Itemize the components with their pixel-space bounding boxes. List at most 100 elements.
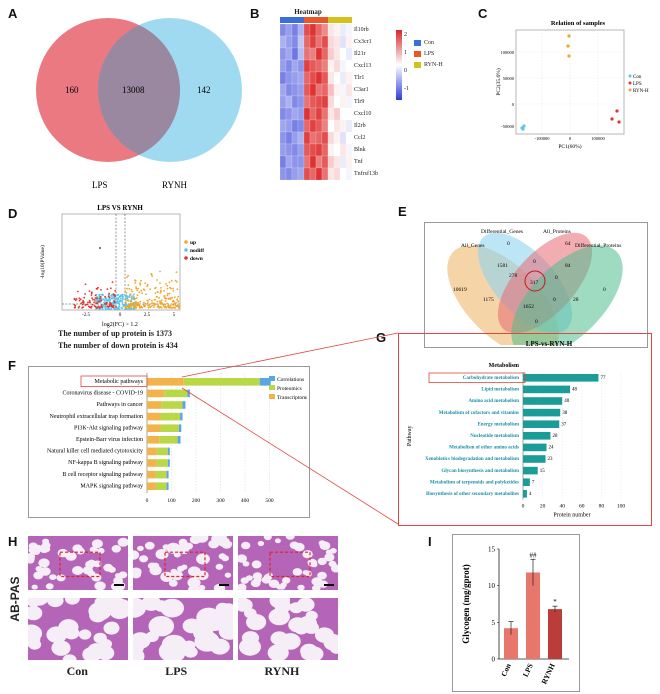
volcano-point <box>132 295 135 297</box>
heatmap-cell <box>327 131 335 145</box>
volcano-frame <box>61 213 181 311</box>
volcano-point <box>136 294 139 297</box>
kegg-g-pathway-label: Amino acid metabolism <box>468 399 519 404</box>
kegg-g-x-tick: 60 <box>579 504 585 510</box>
volcano-point <box>171 296 174 299</box>
volcano-point <box>99 247 101 249</box>
glycogen-category-label: LPS <box>521 662 535 678</box>
volcano-point <box>90 306 93 309</box>
glycogen-bar <box>548 609 562 659</box>
volcano-point <box>155 296 158 298</box>
kegg-f-bar <box>164 389 188 398</box>
volcano-point <box>134 304 137 307</box>
volcano-point <box>101 308 104 310</box>
volcano-point <box>93 299 96 301</box>
heatmap-cell <box>285 71 293 85</box>
volcano-point <box>139 283 142 286</box>
venn-e-value: 0 <box>533 259 536 265</box>
venn-e-value: 0 <box>535 319 538 325</box>
kegg-g-ylabel: Pathway <box>407 425 413 446</box>
kegg-f-bar <box>147 459 157 467</box>
kegg-f-bar <box>167 459 170 467</box>
heatmap-cell <box>309 47 317 61</box>
volcano-point <box>152 306 155 308</box>
volcano-point <box>113 307 116 310</box>
volcano-point <box>117 298 120 300</box>
heatmap-cell <box>309 119 317 133</box>
heatmap-cell <box>309 95 317 109</box>
kegg-f-chart: 0 100 200 300 400 500 Metabolic pathways Corona… <box>47 373 307 504</box>
volcano-point <box>159 292 162 294</box>
volcano-point <box>130 288 133 291</box>
heatmap-cell <box>309 83 317 97</box>
volcano-point <box>88 299 91 302</box>
heatmap-cell <box>321 83 329 97</box>
volcano-point <box>164 300 167 302</box>
histology-group-labels: Con LPS RYNH <box>28 664 338 679</box>
kegg-f-pathway-label: Epstein-Barr virus infection <box>76 436 143 443</box>
volcano-point <box>147 306 150 309</box>
volcano-point <box>154 287 156 290</box>
heatmap-cell <box>303 35 311 49</box>
volcano-point <box>134 279 136 281</box>
panel-letter-f: F <box>8 358 16 373</box>
heatmap-scale-tick: 2 <box>404 32 407 38</box>
volcano-point <box>114 295 116 298</box>
pca-point <box>567 54 571 58</box>
heatmap-cell <box>297 155 305 169</box>
heatmap-cell <box>285 143 293 157</box>
volcano-point <box>96 287 99 290</box>
volcano-point <box>96 302 99 305</box>
heatmap-cell <box>333 95 341 109</box>
volcano-point <box>163 290 166 292</box>
volcano-point <box>98 300 101 303</box>
glycogen-category-label: Con <box>499 661 513 678</box>
heatmap-cell <box>345 59 352 73</box>
volcano-point <box>135 297 138 299</box>
volcano-point <box>121 301 124 304</box>
heatmap-cell <box>280 143 287 157</box>
heatmap-cell <box>333 59 341 73</box>
volcano-point <box>147 302 149 304</box>
venn-e-value: 0 <box>507 241 510 247</box>
volcano-point <box>107 298 110 301</box>
volcano-point <box>84 304 87 307</box>
glycogen-y-tick: 15 <box>488 546 496 554</box>
volcano-point <box>109 304 111 306</box>
volcano-point <box>150 273 153 276</box>
volcano-point <box>144 282 147 284</box>
volcano-point <box>100 299 103 302</box>
heatmap-cell <box>333 155 341 169</box>
volcano-point <box>154 292 157 294</box>
heatmap-cell <box>297 119 305 133</box>
volcano-point <box>105 303 108 306</box>
heatmap-cell <box>321 59 329 73</box>
heatmap-cell <box>303 47 311 61</box>
heatmap-cell <box>285 59 293 73</box>
kegg-f-bar <box>182 401 186 409</box>
volcano-title: LPS VS RYNH <box>97 204 143 212</box>
volcano-point <box>159 270 161 273</box>
volcano-point <box>136 301 138 304</box>
volcano-point <box>166 284 169 287</box>
heatmap-cell <box>297 107 305 121</box>
kegg-g-pathway-label: Metabolism of other amino acids <box>449 446 519 451</box>
venn-e-value: 317 <box>530 280 539 286</box>
heatmap-cell <box>315 95 323 109</box>
heatmap-cell <box>327 119 335 133</box>
histology-image-con-bottom <box>28 598 128 660</box>
pca-legend-lps: LPS <box>633 82 642 87</box>
heatmap-cell <box>297 47 305 61</box>
heatmap-cell <box>297 95 305 109</box>
kegg-g-value-label: 77 <box>600 376 606 381</box>
heatmap-cell <box>285 47 293 61</box>
kegg-g-bar <box>523 385 571 394</box>
heatmap-gene-label: Cx3cr1 <box>354 39 372 45</box>
volcano-point <box>151 302 153 304</box>
volcano-point <box>126 308 129 310</box>
panel-letter-c: C <box>478 6 488 21</box>
volcano-point <box>106 288 109 290</box>
kegg-f-bar <box>166 470 169 479</box>
heatmap-cell <box>291 47 299 61</box>
volcano-point <box>82 306 84 308</box>
